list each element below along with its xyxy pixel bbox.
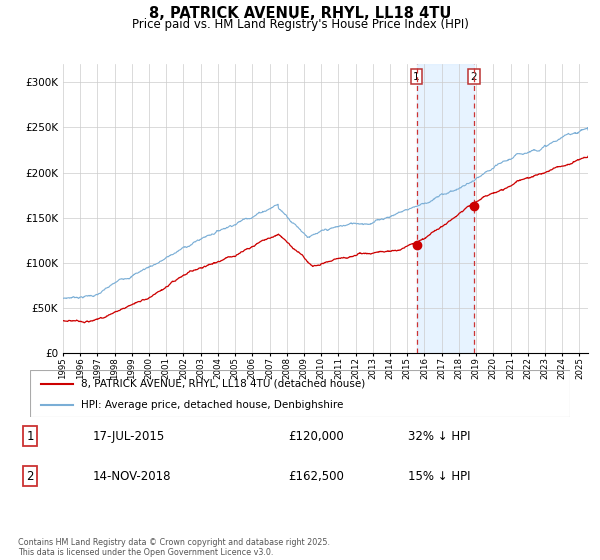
Text: 17-JUL-2015: 17-JUL-2015: [93, 430, 165, 443]
Text: 8, PATRICK AVENUE, RHYL, LL18 4TU: 8, PATRICK AVENUE, RHYL, LL18 4TU: [149, 6, 451, 21]
Text: £162,500: £162,500: [288, 470, 344, 483]
Text: 2: 2: [26, 470, 34, 483]
Text: £120,000: £120,000: [288, 430, 344, 443]
Text: Contains HM Land Registry data © Crown copyright and database right 2025.
This d: Contains HM Land Registry data © Crown c…: [18, 538, 330, 557]
Text: 2: 2: [470, 72, 477, 82]
Text: 8, PATRICK AVENUE, RHYL, LL18 4TU (detached house): 8, PATRICK AVENUE, RHYL, LL18 4TU (detac…: [82, 379, 365, 389]
Text: 15% ↓ HPI: 15% ↓ HPI: [408, 470, 470, 483]
Text: Price paid vs. HM Land Registry's House Price Index (HPI): Price paid vs. HM Land Registry's House …: [131, 18, 469, 31]
Text: 32% ↓ HPI: 32% ↓ HPI: [408, 430, 470, 443]
Text: HPI: Average price, detached house, Denbighshire: HPI: Average price, detached house, Denb…: [82, 400, 344, 410]
Text: 14-NOV-2018: 14-NOV-2018: [93, 470, 172, 483]
Text: 1: 1: [26, 430, 34, 443]
Bar: [416, 64, 474, 353]
Text: 1: 1: [413, 72, 420, 82]
